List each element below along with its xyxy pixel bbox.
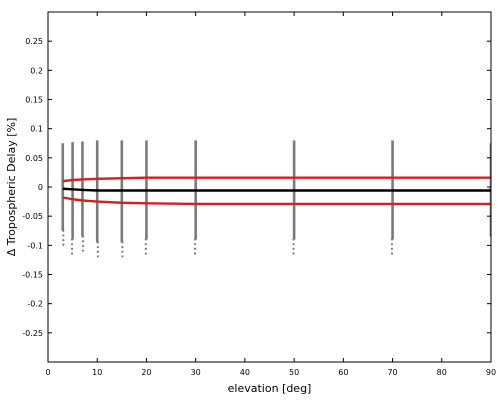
scatter-point: [121, 250, 124, 253]
y-tick-label: -0.2: [27, 300, 43, 309]
scatter-point: [62, 238, 65, 242]
x-tick-label: 0: [45, 368, 50, 377]
scatter-point: [62, 234, 65, 237]
scatter-point: [193, 247, 197, 250]
x-tick-label: 50: [289, 368, 299, 377]
y-tick-label: 0.05: [25, 154, 43, 163]
y-tick-label: 0: [38, 183, 43, 192]
y-tick-label: 0.15: [25, 96, 43, 105]
scatter-column-7: [81, 141, 85, 252]
scatter-point: [96, 250, 99, 253]
scatter-point: [144, 238, 147, 241]
scatter-point: [292, 243, 295, 246]
scatter-point: [292, 252, 295, 255]
scatter-column-5: [70, 142, 74, 255]
plot-frame: [47, 11, 492, 363]
scatter-point: [390, 247, 394, 250]
scatter-column-3: [61, 143, 65, 246]
scatter-point: [121, 245, 124, 249]
scatter-point: [193, 252, 197, 255]
y-tick-label: -0.25: [22, 329, 43, 338]
scatter-point: [81, 240, 85, 243]
scatter-point: [81, 244, 85, 248]
x-tick-label: 20: [141, 368, 151, 377]
x-tick-label: 80: [437, 368, 447, 377]
scatter-point: [193, 243, 197, 246]
scatter-point: [390, 252, 394, 255]
series-line-lower-bound: [62, 196, 491, 206]
x-tick-label: 10: [92, 368, 102, 377]
scatter-point: [193, 238, 197, 241]
series-line-mean: [62, 187, 491, 192]
series-line-upper-bound: [62, 176, 491, 183]
y-tick-label: 0.25: [25, 37, 43, 46]
x-tick-label: 30: [191, 368, 201, 377]
scatter-point: [390, 238, 394, 241]
tick-layer: 0 10 20 30 40 50 60 70 80 90 -0.25 -0.2 -0.15 -0.1 -0.…: [22, 12, 496, 377]
scatter-point: [62, 229, 65, 232]
x-tick-label: 90: [486, 368, 496, 377]
scatter-point: [292, 247, 295, 250]
scatter-point: [70, 247, 74, 250]
scatter-column-70: [390, 140, 394, 255]
y-tick-label: -0.1: [27, 241, 43, 250]
scatter-point: [121, 255, 124, 258]
scatter-point: [70, 252, 74, 255]
scatter-column-20: [144, 140, 148, 255]
scatter-column-30: [193, 140, 197, 255]
scatter-layer: [61, 140, 491, 258]
scatter-point: [70, 238, 74, 241]
x-axis-label: elevation [deg]: [228, 382, 312, 395]
scatter-column-10: [95, 140, 99, 258]
y-tick-label: 0.2: [30, 66, 43, 75]
series-layer: [62, 176, 491, 206]
scatter-point: [292, 238, 295, 241]
scatter-column-15: [120, 140, 124, 258]
scatter-point: [144, 252, 147, 255]
y-axis-label: Δ Tropospheric Delay [%]: [5, 118, 18, 257]
scatter-column-50: [292, 140, 296, 255]
scatter-point: [62, 243, 65, 246]
x-tick-label: 40: [240, 368, 250, 377]
x-tick-label: 70: [387, 368, 397, 377]
scatter-point: [121, 241, 124, 244]
scatter-point: [70, 243, 74, 246]
scatter-point: [81, 235, 85, 238]
y-tick-label: -0.15: [22, 271, 43, 280]
y-tick-label: -0.05: [22, 212, 43, 221]
scatter-point: [81, 249, 85, 252]
y-tick-label: 0.1: [30, 125, 43, 134]
scatter-point: [390, 243, 394, 246]
scatter-point: [96, 255, 99, 258]
scatter-point: [144, 243, 147, 246]
x-tick-label: 60: [338, 368, 348, 377]
scatter-point: [144, 247, 147, 250]
scatter-point: [96, 245, 99, 249]
scatter-point: [96, 241, 99, 244]
